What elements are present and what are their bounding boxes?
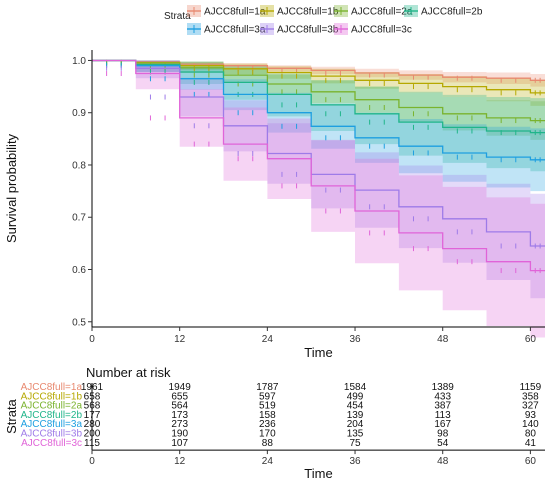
risk-count: 158	[259, 410, 276, 421]
risk-count: 1584	[344, 382, 367, 393]
risk-count: 597	[259, 391, 276, 402]
legend-item-ajcc8full-1b: AJCC8full=1b	[260, 5, 339, 18]
risk-x-tick-label: 0	[89, 456, 95, 467]
risk-count: 358	[522, 391, 539, 402]
risk-count: 167	[434, 419, 451, 430]
legend-label: AJCC8full=1a	[204, 7, 266, 18]
risk-x-axis-title: Time	[304, 466, 332, 481]
risk-count: 1787	[256, 382, 279, 393]
risk-count: 41	[525, 438, 537, 449]
ci-band-ajcc8full-2b	[92, 60, 545, 172]
censor-marks-ajcc8full-3c	[106, 71, 541, 274]
risk-count: 1389	[432, 382, 455, 393]
risk-x-tick-label: 24	[262, 456, 274, 467]
survival-plot: 0.5 0.6 0.7 0.8 0.9 1.0 0 12 24 36 48 60 Time Surviva…	[4, 50, 545, 360]
risk-x-tick-label: 36	[349, 456, 361, 467]
x-tick-label: 0	[89, 334, 95, 345]
risk-count: 98	[437, 429, 449, 440]
legend-item-ajcc8full-2b: AJCC8full=2b	[404, 5, 483, 18]
risk-count: 273	[171, 419, 188, 430]
risk-row-label: AJCC8full=3a	[21, 419, 83, 430]
survival-line-ajcc8full-3c	[92, 59, 545, 272]
censor-marks-ajcc8full-3b	[106, 65, 541, 249]
risk-x-tick-label: 12	[174, 456, 186, 467]
legend-item-ajcc8full-1a: AJCC8full=1a	[187, 5, 266, 18]
risk-count: 454	[347, 401, 364, 412]
risk-row-label: AJCC8full=1b	[21, 391, 83, 402]
legend-label: AJCC8full=2b	[421, 7, 483, 18]
y-tick-label: 0.6	[72, 265, 86, 276]
risk-count: 113	[435, 410, 451, 421]
x-tick-label: 60	[525, 334, 537, 345]
risk-x-tick-label: 48	[437, 456, 449, 467]
risk-count: 139	[347, 410, 364, 421]
x-tick-label: 48	[437, 334, 449, 345]
risk-count: 655	[171, 391, 188, 402]
risk-count: 93	[525, 410, 537, 421]
legend-label: AJCC8full=3b	[277, 25, 339, 36]
risk-count: 173	[171, 410, 188, 421]
risk-count: 327	[522, 401, 539, 412]
risk-count: 88	[262, 438, 274, 449]
risk-row-label: AJCC8full=3c	[21, 438, 82, 449]
risk-count: 75	[349, 438, 361, 449]
risk-table-title: Number at risk	[86, 365, 171, 380]
y-tick-label: 0.9	[72, 108, 86, 119]
y-tick-label: 0.7	[72, 213, 86, 224]
risk-row-label: AJCC8full=2a	[21, 401, 83, 412]
risk-count: 80	[525, 429, 537, 440]
x-tick-label: 24	[262, 334, 274, 345]
risk-count: 1159	[520, 382, 542, 393]
risk-count: 54	[437, 438, 449, 449]
risk-count: 135	[347, 429, 364, 440]
legend-item-ajcc8full-3b: AJCC8full=3b	[260, 23, 339, 36]
risk-count: 1949	[169, 382, 192, 393]
legend: Strata AJCC8full=1a AJCC8full=1b AJCC8full=…	[164, 5, 483, 36]
ci-band-ajcc8full-2a	[92, 60, 545, 140]
risk-row-label: AJCC8full=1a	[21, 382, 83, 393]
legend-label: AJCC8full=3c	[351, 25, 412, 36]
risk-count: 107	[171, 438, 188, 449]
risk-count: 499	[347, 391, 364, 402]
legend-item-ajcc8full-3a: AJCC8full=3a	[187, 23, 266, 36]
legend-title: Strata	[164, 11, 191, 22]
legend-label: AJCC8full=3a	[204, 25, 266, 36]
risk-row-label: AJCC8full=3b	[21, 429, 83, 440]
x-tick-label: 36	[349, 334, 361, 345]
risk-count: 519	[259, 401, 276, 412]
risk-row-label: AJCC8full=2b	[21, 410, 83, 421]
x-tick-label: 12	[174, 334, 186, 345]
legend-label: AJCC8full=2a	[351, 7, 413, 18]
y-axis-title: Survival probability	[4, 133, 19, 243]
risk-x-tick-label: 60	[525, 456, 537, 467]
legend-item-ajcc8full-2a: AJCC8full=2a	[334, 5, 413, 18]
risk-row-ajcc8full-3c: AJCC8full=3c 115 107 88 75 54 41	[21, 438, 536, 449]
legend-item-ajcc8full-3c: AJCC8full=3c	[334, 23, 412, 36]
risk-count: 387	[434, 401, 451, 412]
risk-count: 564	[171, 401, 188, 412]
risk-count: 433	[434, 391, 451, 402]
censor-marks-ajcc8full-3a	[106, 63, 541, 163]
risk-count: 236	[259, 419, 276, 430]
risk-y-axis-title: Strata	[4, 398, 19, 433]
ci-band-ajcc8full-1a	[92, 60, 545, 87]
risk-count: 170	[259, 429, 276, 440]
y-tick-label: 1.0	[72, 56, 86, 67]
y-tick-label: 0.5	[72, 317, 86, 328]
ci-band-ajcc8full-1b	[92, 60, 545, 106]
risk-count: 204	[347, 419, 364, 430]
risk-count: 140	[522, 419, 539, 430]
x-axis-title: Time	[304, 345, 332, 360]
ci-band-ajcc8full-3b	[92, 60, 545, 299]
y-tick-label: 0.8	[72, 160, 86, 171]
legend-label: AJCC8full=1b	[277, 7, 339, 18]
risk-count: 190	[171, 429, 188, 440]
ci-band-ajcc8full-3c	[92, 60, 545, 338]
